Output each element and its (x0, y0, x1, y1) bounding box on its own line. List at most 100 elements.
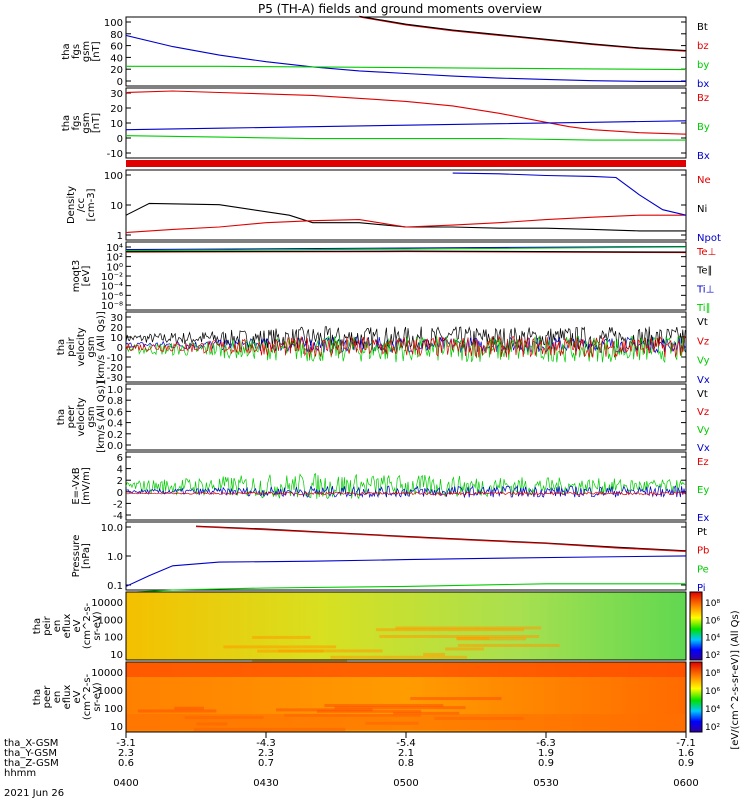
ylabel-line: gsm (81, 41, 92, 62)
ylabel-line: gsm (86, 406, 97, 427)
ylabel-line: velocity (76, 397, 87, 436)
series-line (125, 335, 686, 358)
date-label: 2021 Jun 26 (4, 788, 64, 799)
legend-Ne: Ne (697, 175, 711, 186)
chart-title: P5 (TH-A) fields and ground moments over… (258, 2, 542, 16)
legend-Bz: Bz (697, 93, 709, 104)
tick-label: 10⁻⁶ (101, 291, 123, 302)
ephemeris-value: 2.3 (118, 748, 134, 759)
colorbar-tick: 10⁴ (705, 634, 720, 644)
ephemeris-label: hhmm (4, 768, 36, 779)
colorbar-label: [eV/(cm^2-s-sr-eV)] (All Qs) (730, 610, 741, 749)
ylabel-line: (cm^2-s- (82, 602, 93, 649)
ephemeris-value: -5.4 (396, 738, 416, 749)
legend-bx: bx (697, 79, 709, 90)
legend-Te∥: Te∥ (696, 266, 713, 277)
legend-Ey: Ey (697, 485, 709, 496)
tick-label: 10000 (91, 668, 123, 679)
spectrogram-band (252, 635, 311, 639)
series-line (452, 172, 687, 216)
series-line (125, 246, 687, 252)
tick-label: 0.6 (107, 407, 123, 418)
spectrogram-band (324, 703, 444, 707)
legend-Vy: Vy (697, 356, 710, 367)
ylabel-line: [nT] (91, 41, 102, 61)
ylabel-line: tha (61, 115, 72, 131)
panel-frame (125, 87, 687, 159)
spectrogram-band (410, 697, 502, 701)
spectrogram-band (334, 706, 466, 710)
legend-Vy: Vy (697, 425, 710, 436)
series-line (195, 526, 687, 552)
colorbar-tick: 10⁶ (705, 687, 720, 697)
tick-label: 6 (117, 453, 123, 464)
tick-label: 1.0 (107, 385, 123, 396)
spectrogram-band (278, 649, 383, 653)
colorbar-tick: 10² (705, 651, 720, 661)
tick-label: 10 (110, 722, 123, 733)
spectrogram-band (126, 663, 686, 677)
time-tick-label: 0400 (113, 778, 138, 789)
spectrogram-band (423, 652, 446, 656)
tick-label: 10² (106, 253, 123, 264)
tick-label: 1 (117, 231, 123, 242)
spectrogram-1: 10000 1000 100 10 tha peir en eflux eV (cm^2-s-sr… (32, 591, 720, 663)
spectrogram-band (376, 628, 525, 632)
series-line (125, 214, 686, 234)
series-line (125, 90, 687, 135)
tick-label: 80 (110, 30, 123, 41)
legend-Ti∥: Ti∥ (696, 303, 711, 314)
spectrogram-band (174, 706, 204, 710)
tick-label: 100 (104, 171, 123, 182)
tick-label: 10 (110, 333, 123, 344)
ylabel-line: gsm (86, 336, 97, 357)
tick-label: 10⁻² (101, 272, 123, 283)
ylabel-line: en (52, 620, 63, 633)
tick-label: 40 (110, 53, 123, 64)
tick-label: 0.8 (107, 396, 123, 407)
legend-Pi: Pi (697, 583, 706, 594)
ylabel-line: [nT] (91, 113, 102, 133)
legend-Ti⊥: Ti⊥ (696, 284, 714, 295)
legend-bz: bz (697, 41, 709, 52)
colorbar-tick: 10⁶ (705, 616, 720, 626)
ylabel-line: [mV/m] (81, 467, 92, 505)
tick-label: 10⁻⁸ (101, 301, 123, 312)
legend-Ez: Ez (697, 457, 709, 468)
spectrogram-band (379, 635, 540, 639)
ephemeris-value: 0.8 (398, 758, 414, 769)
spectrogram-field (126, 592, 686, 660)
time-tick-label: 0600 (673, 778, 698, 789)
legend-Pt: Pt (697, 527, 707, 538)
ylabel-line: E=-VxB (71, 467, 82, 504)
tick-label: 2 (117, 476, 123, 487)
legend-Ex: Ex (697, 513, 709, 524)
ylabel-line: (cm^2-s- (82, 673, 93, 720)
ephemeris-value: 0.9 (678, 758, 694, 769)
spectrogram-band (126, 714, 686, 730)
tick-label: 0.0 (107, 441, 123, 452)
panel-frame (125, 16, 687, 87)
ylabel-line: peir (66, 336, 77, 356)
tick-label: 20 (110, 65, 123, 76)
tick-label: 0 (117, 77, 123, 88)
colorbar-tick: 10⁸ (705, 669, 720, 679)
time-tick-label: 0530 (533, 778, 558, 789)
ylabel-line: Pressure (71, 535, 82, 578)
series-line (125, 135, 686, 141)
legend-Vt: Vt (697, 389, 708, 400)
ylabel-line: /cc (76, 198, 87, 212)
series-line (125, 245, 687, 251)
ephemeris-value: -6.3 (536, 738, 556, 749)
panel-8: 10.0 1.0 0.1 Pressure [nPa] Pt Pb Pe Pi (71, 521, 709, 594)
tick-label: -10 (107, 149, 123, 160)
ylabel-line: tha (32, 618, 43, 634)
ylabel-line: [eV] (81, 266, 92, 287)
ylabel-line: sr-eV) (92, 682, 103, 711)
ylabel-line: peir (42, 615, 53, 635)
series-line (125, 485, 686, 499)
ephemeris-label: tha_X-GSM (4, 738, 58, 749)
